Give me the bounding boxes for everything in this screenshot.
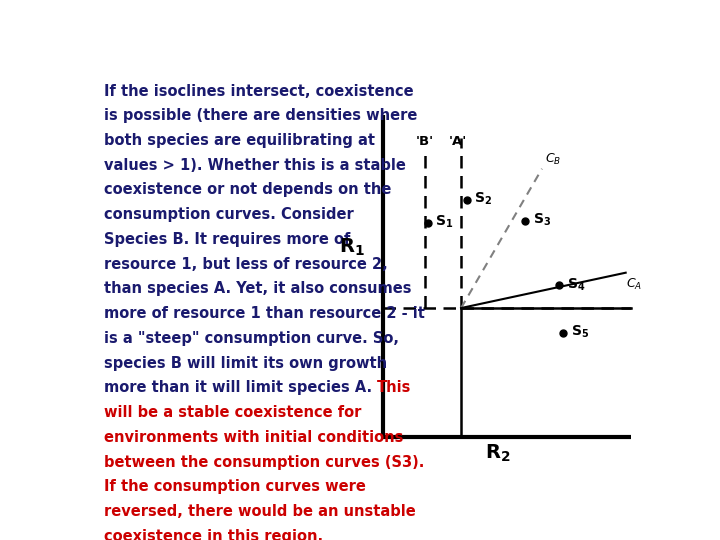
Text: is a "steep" consumption curve. So,: is a "steep" consumption curve. So, [104, 331, 399, 346]
Text: $C_B$: $C_B$ [545, 152, 561, 167]
Text: 'A': 'A' [449, 135, 467, 148]
Text: reversed, there would be an unstable: reversed, there would be an unstable [104, 504, 415, 519]
Text: consumption curves. Consider: consumption curves. Consider [104, 207, 354, 222]
Text: is possible (there are densities where: is possible (there are densities where [104, 108, 418, 123]
Text: This: This [377, 380, 412, 395]
Text: will be a stable coexistence for: will be a stable coexistence for [104, 405, 361, 420]
Text: coexistence or not depends on the: coexistence or not depends on the [104, 183, 392, 198]
Text: both species are equilibrating at: both species are equilibrating at [104, 133, 375, 148]
Text: 'B': 'B' [415, 135, 434, 148]
Text: between the consumption curves (S3).: between the consumption curves (S3). [104, 455, 424, 470]
Text: If the isoclines intersect, coexistence: If the isoclines intersect, coexistence [104, 84, 413, 98]
Text: environments with initial conditions: environments with initial conditions [104, 430, 403, 445]
Text: $\mathbf{S_1}$: $\mathbf{S_1}$ [436, 214, 454, 230]
Text: Species B. It requires more of: Species B. It requires more of [104, 232, 351, 247]
Text: values > 1). Whether this is a stable: values > 1). Whether this is a stable [104, 158, 406, 173]
Text: $\mathbf{S_4}$: $\mathbf{S_4}$ [567, 276, 585, 293]
Text: $\mathbf{R_1}$: $\mathbf{R_1}$ [339, 237, 365, 259]
Text: $C_A$: $C_A$ [626, 277, 642, 292]
Text: $\mathbf{S_3}$: $\mathbf{S_3}$ [533, 212, 552, 228]
Text: $\mathbf{R_2}$: $\mathbf{R_2}$ [485, 443, 510, 464]
Text: If the consumption curves were: If the consumption curves were [104, 480, 366, 494]
Text: $\mathbf{S_2}$: $\mathbf{S_2}$ [474, 191, 492, 207]
Text: species B will limit its own growth: species B will limit its own growth [104, 356, 387, 370]
Text: coexistence in this region.: coexistence in this region. [104, 529, 323, 540]
Text: more than it will limit species A.: more than it will limit species A. [104, 380, 372, 395]
Text: more of resource 1 than resource 2 - it: more of resource 1 than resource 2 - it [104, 306, 425, 321]
Text: than species A. Yet, it also consumes: than species A. Yet, it also consumes [104, 281, 411, 296]
Text: $\mathbf{S_5}$: $\mathbf{S_5}$ [571, 324, 589, 340]
Text: resource 1, but less of resource 2,: resource 1, but less of resource 2, [104, 256, 387, 272]
